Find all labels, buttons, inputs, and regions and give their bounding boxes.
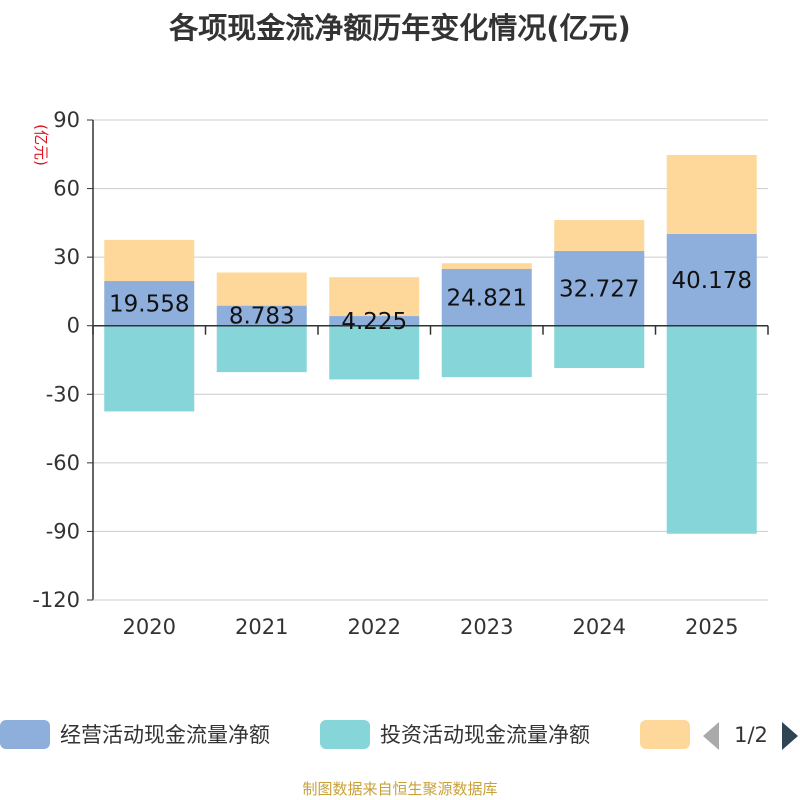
y-axis-label: (亿元) [32, 124, 50, 166]
bar-2-2025 [666, 155, 757, 234]
legend-swatch [640, 720, 690, 749]
bar-1-2022 [329, 325, 420, 380]
bar-2-2020 [104, 239, 195, 282]
bar-2-2022 [329, 277, 420, 317]
data-label: 8.783 [229, 304, 295, 330]
bar-0-2020 [104, 281, 195, 326]
x-tick-label: 2025 [685, 615, 738, 639]
x-tick-label: 2022 [348, 615, 401, 639]
legend-swatch [320, 720, 370, 749]
bar-1-2020 [104, 325, 195, 412]
bar-2-2023 [441, 263, 532, 269]
x-tick-label: 2024 [573, 615, 626, 639]
legend-label: 投资活动现金流量净额 [380, 723, 590, 747]
data-labels: 19.558 8.783 4.225 24.821 32.727 40.178 [109, 268, 752, 335]
chart-title: 各项现金流净额历年变化情况(亿元) [168, 11, 631, 45]
bar-2-2024 [554, 220, 645, 251]
y-tick-label: 90 [53, 108, 80, 132]
legend-label: 经营活动现金流量净额 [60, 723, 270, 747]
data-label: 24.821 [447, 285, 527, 311]
y-tick-label: 30 [53, 245, 80, 269]
data-label: 40.178 [672, 268, 752, 294]
x-tick-label: 2023 [460, 615, 513, 639]
legend-swatch [0, 720, 50, 749]
bar-1-2025 [666, 325, 757, 534]
y-tick-label: -120 [32, 588, 80, 612]
bar-0-2022 [329, 316, 420, 326]
y-tick-label: -30 [46, 382, 80, 406]
legend-page-indicator: 1/2 [734, 723, 768, 747]
x-tick-label: 2021 [235, 615, 288, 639]
y-tick-label: -60 [46, 451, 80, 475]
bar-0-2023 [441, 268, 532, 326]
data-label: 4.225 [341, 309, 407, 335]
bar-1-2023 [441, 325, 532, 378]
data-label: 32.727 [559, 276, 639, 302]
bar-2-2021 [216, 272, 307, 306]
legend-prev-icon[interactable] [703, 722, 719, 750]
x-tick-label: 2020 [123, 615, 176, 639]
data-label: 19.558 [109, 291, 189, 317]
bar-1-2024 [554, 325, 645, 368]
source-note: 制图数据来自恒生聚源数据库 [302, 780, 497, 798]
y-tick-label: 0 [67, 314, 80, 338]
y-tick-label: -90 [46, 519, 80, 543]
bars [104, 155, 757, 534]
y-tick-label: 60 [53, 177, 80, 201]
bar-0-2024 [554, 250, 645, 326]
bar-0-2025 [666, 233, 757, 326]
axes: 90 60 30 0 -30 -60 -90 -120 2020 2021 2022 2023 2024… [32, 108, 769, 639]
legend-next-icon[interactable] [782, 722, 798, 750]
legend: 经营活动现金流量净额 投资活动现金流量净额 1/2 [0, 720, 798, 750]
bar-0-2021 [216, 305, 307, 326]
bar-1-2021 [216, 325, 307, 373]
